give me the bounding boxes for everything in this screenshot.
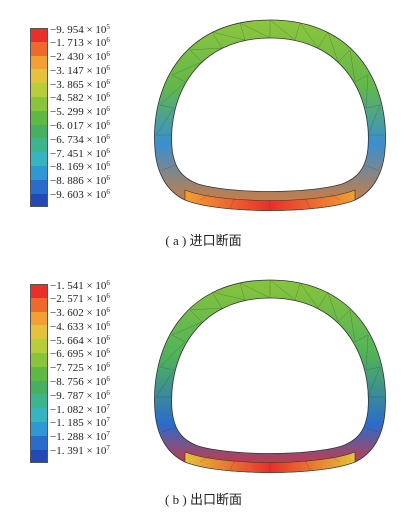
legend-label: −5. 664 × 106 bbox=[50, 333, 110, 347]
legend-label: −7. 725 × 106 bbox=[50, 361, 110, 375]
legend-entry: −3. 147 × 106 bbox=[30, 64, 110, 84]
legend-label: −1. 185 × 107 bbox=[50, 416, 110, 430]
legend-swatch bbox=[30, 435, 48, 450]
legend-entry: −4. 633 × 106 bbox=[30, 320, 110, 340]
legend-label: −8. 886 × 106 bbox=[50, 174, 110, 188]
legend-swatch bbox=[30, 421, 48, 436]
legend-entry: −9. 603 × 106 bbox=[30, 188, 110, 208]
legend-swatch bbox=[30, 366, 48, 381]
legend-entry: −1. 391 × 107 bbox=[30, 444, 110, 464]
legend-swatch bbox=[30, 284, 48, 298]
legend-label: −2. 571 × 106 bbox=[50, 292, 110, 306]
legend-entry: −6. 734 × 106 bbox=[30, 133, 110, 153]
legend-label: −3. 602 × 106 bbox=[50, 306, 110, 320]
legend-swatch bbox=[30, 28, 48, 42]
color-legend: −1. 541 × 106 −2. 571 × 106 −3. 602 × 106−… bbox=[30, 279, 110, 464]
legend-entry: −9. 954 × 105 bbox=[30, 23, 110, 42]
legend-label: −1. 713 × 106 bbox=[50, 36, 110, 50]
legend-label: −6. 734 × 106 bbox=[50, 132, 110, 146]
legend-swatch bbox=[30, 193, 48, 208]
legend-label: −1. 082 × 107 bbox=[50, 402, 110, 416]
legend-entry: −5. 299 × 106 bbox=[30, 105, 110, 125]
legend-label: −8. 756 × 106 bbox=[50, 375, 110, 389]
panel-outlet-section: −1. 541 × 106 −2. 571 × 106 −3. 602 × 106−… bbox=[0, 262, 407, 517]
legend-entry: −2. 571 × 106 bbox=[30, 292, 110, 312]
legend-label: −4. 582 × 106 bbox=[50, 91, 110, 105]
legend-label: −4. 633 × 106 bbox=[50, 319, 110, 333]
legend-label: −1. 288 × 107 bbox=[50, 430, 110, 444]
legend-label: −1. 541 × 106 bbox=[50, 278, 110, 292]
legend-label: −8. 169 × 106 bbox=[50, 160, 110, 174]
legend-label: −9. 954 × 105 bbox=[50, 22, 110, 36]
legend-entry: −3. 602 × 106 bbox=[30, 306, 110, 326]
legend-swatch bbox=[30, 297, 48, 312]
tunnel-lining-contour bbox=[154, 279, 386, 473]
legend-entry: −1. 713 × 106 bbox=[30, 36, 110, 56]
legend-label: −9. 787 × 106 bbox=[50, 388, 110, 402]
legend-entry: −8. 756 × 106 bbox=[30, 375, 110, 395]
legend-entry: −6. 695 × 106 bbox=[30, 347, 110, 367]
caption-outlet: ( b ) 出口断面 bbox=[165, 492, 242, 507]
legend-swatch bbox=[30, 124, 48, 139]
legend-label: −6. 695 × 106 bbox=[50, 347, 110, 361]
legend-label: −2. 430 × 106 bbox=[50, 50, 110, 64]
legend-swatch bbox=[30, 41, 48, 56]
legend-entry: −6. 017 × 106 bbox=[30, 119, 110, 139]
legend-entry: −4. 582 × 106 bbox=[30, 91, 110, 111]
legend-entry: −8. 169 × 106 bbox=[30, 160, 110, 180]
legend-swatch bbox=[30, 96, 48, 111]
legend-swatch bbox=[30, 165, 48, 180]
caption-inlet: ( a ) 进口断面 bbox=[165, 233, 242, 248]
legend-swatch bbox=[30, 339, 48, 353]
panel-inlet-section: −9. 954 × 105 −1. 713 × 106 −2. 430 × 106−… bbox=[0, 0, 407, 258]
legend-label: −3. 147 × 106 bbox=[50, 63, 110, 77]
legend-entry: −1. 541 × 106 bbox=[30, 279, 110, 298]
legend-entry: −2. 430 × 106 bbox=[30, 50, 110, 70]
tunnel-lining-contour bbox=[154, 19, 386, 211]
legend-entry: −7. 725 × 106 bbox=[30, 361, 110, 381]
legend-entry: −1. 288 × 107 bbox=[30, 430, 110, 450]
legend-swatch bbox=[30, 152, 48, 166]
legend-swatch bbox=[30, 408, 48, 422]
legend-swatch bbox=[30, 449, 48, 464]
legend-swatch bbox=[30, 394, 48, 409]
legend-swatch bbox=[30, 179, 48, 194]
legend-swatch bbox=[30, 325, 48, 340]
legend-label: −1. 391 × 107 bbox=[50, 444, 110, 458]
legend-label: −3. 865 × 106 bbox=[50, 77, 110, 91]
legend-swatch bbox=[30, 352, 48, 367]
legend-entry: −3. 865 × 106 bbox=[30, 78, 110, 97]
legend-entry: −1. 082 × 107 bbox=[30, 403, 110, 422]
legend-swatch bbox=[30, 138, 48, 153]
legend-label: −7. 451 × 106 bbox=[50, 146, 110, 160]
legend-swatch bbox=[30, 83, 48, 97]
color-legend: −9. 954 × 105 −1. 713 × 106 −2. 430 × 106−… bbox=[30, 23, 110, 208]
legend-entry: −7. 451 × 106 bbox=[30, 147, 110, 166]
legend-swatch bbox=[30, 380, 48, 395]
legend-swatch bbox=[30, 55, 48, 70]
legend-swatch bbox=[30, 69, 48, 84]
legend-label: −6. 017 × 106 bbox=[50, 119, 110, 133]
legend-swatch bbox=[30, 110, 48, 125]
legend-label: −5. 299 × 106 bbox=[50, 105, 110, 119]
legend-swatch bbox=[30, 311, 48, 326]
legend-label: −9. 603 × 106 bbox=[50, 188, 110, 202]
legend-entry: −1. 185 × 107 bbox=[30, 416, 110, 436]
legend-entry: −9. 787 × 106 bbox=[30, 389, 110, 409]
legend-entry: −8. 886 × 106 bbox=[30, 174, 110, 194]
legend-entry: −5. 664 × 106 bbox=[30, 334, 110, 353]
